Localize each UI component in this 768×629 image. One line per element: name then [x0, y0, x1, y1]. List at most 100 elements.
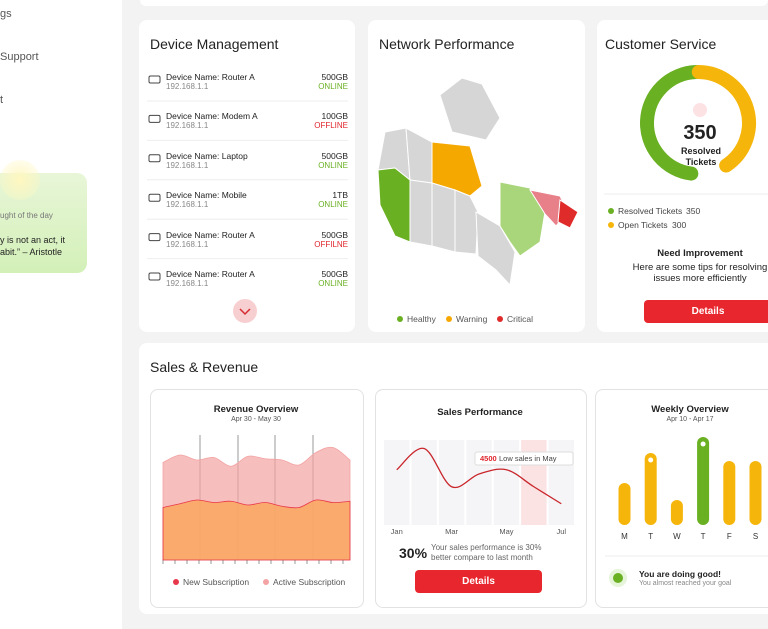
- legend-label: New Subscription: [183, 577, 250, 587]
- region: [405, 127, 433, 184]
- x-tick-label: May: [499, 527, 514, 536]
- bar: [697, 437, 710, 525]
- x-tick-label: T: [648, 532, 654, 541]
- legend-label: Healthy: [407, 314, 436, 324]
- canada-map: [377, 77, 579, 287]
- gauge-value: 350: [683, 122, 717, 144]
- chevron: [239, 308, 251, 316]
- star: [648, 457, 654, 463]
- section-title: Sales & Revenue: [150, 359, 259, 375]
- smiley-face: [613, 573, 623, 583]
- device-storage: 500GB: [321, 72, 348, 82]
- x-tick-label: S: [752, 532, 759, 541]
- ticket-icon: [693, 103, 707, 117]
- note: Your sales performance is 30%: [431, 543, 542, 552]
- top-bar: [140, 0, 768, 6]
- device-icon: [148, 75, 161, 84]
- device-status: ONLINE: [318, 200, 348, 210]
- legend-value: 350: [686, 206, 701, 216]
- device-status: OFFILNE: [314, 239, 348, 249]
- chart-title: Revenue Overview: [213, 404, 299, 415]
- chart-subtitle: Apr 10 - Apr 17: [666, 416, 714, 423]
- region: [431, 182, 456, 253]
- device-storage: 500GB: [321, 150, 348, 161]
- x-tick-label: W: [673, 532, 681, 541]
- device-storage: 500GB: [321, 269, 348, 279]
- annotation-box: [474, 451, 574, 466]
- legend-label: Critical: [507, 314, 533, 324]
- x-tick-label: Mar: [445, 527, 459, 536]
- percent: 30%: [399, 545, 428, 561]
- bulb-glow: [0, 160, 40, 200]
- device-storage: 500GB: [321, 229, 348, 240]
- bar: [618, 483, 631, 525]
- improvement-text: issues more efficiently: [653, 273, 747, 284]
- improvement-text: Here are some tips for resolving: [632, 262, 768, 273]
- device-ip: 192.168.1.1: [166, 160, 209, 170]
- expand-button[interactable]: [233, 299, 257, 323]
- x-tick-label: Jul: [556, 527, 567, 536]
- device-name: Device Name: Laptop: [166, 150, 248, 161]
- sales-line: [396, 447, 562, 505]
- device-ip: 192.168.1.1: [166, 200, 209, 210]
- device-storage: 100GB: [321, 111, 348, 122]
- note: better compare to last month: [431, 553, 533, 562]
- device-name: Device Name: Router A: [166, 72, 255, 82]
- bar: [749, 461, 762, 525]
- card-title: Network Performance: [379, 36, 515, 52]
- region: [439, 77, 501, 141]
- region: [409, 179, 433, 247]
- device-icon: [148, 114, 161, 123]
- legend-dot: [173, 579, 179, 585]
- x-tick-label: M: [621, 532, 628, 541]
- region: [557, 199, 579, 229]
- column-bg: [411, 440, 437, 525]
- device-status: ONLINE: [318, 82, 348, 91]
- device-status: OFFLINE: [314, 121, 348, 131]
- device-ip: 192.168.1.1: [166, 82, 209, 91]
- region: [454, 189, 479, 255]
- device-icon: [148, 233, 161, 242]
- x-tick-label: Jan: [390, 527, 403, 536]
- nav-item: Support: [0, 51, 39, 63]
- improvement-title: Need Improvement: [657, 248, 743, 259]
- legend-dot: [263, 579, 269, 585]
- legend-label: Warning: [456, 314, 488, 324]
- chart-subtitle: Apr 30 - May 30: [231, 416, 281, 423]
- device-name: Device Name: Mobile: [166, 190, 247, 201]
- legend-dot: [446, 316, 452, 322]
- nav-item: gs: [0, 8, 12, 20]
- message: You are doing good!: [639, 569, 721, 579]
- legend-label: Active Subscription: [273, 577, 346, 587]
- chart-title: Sales Performance: [437, 407, 523, 418]
- device-ip: 192.168.1.1: [166, 279, 209, 288]
- device-icon: [148, 272, 161, 281]
- device-icon: [148, 193, 161, 202]
- submessage: You almost reached your goal: [639, 580, 732, 587]
- sidebar: [0, 0, 122, 629]
- device-storage: 1TB: [332, 190, 348, 201]
- device-name: Device Name: Router A: [166, 229, 255, 240]
- x-tick-label: T: [700, 532, 706, 541]
- legend-dot: [397, 316, 403, 322]
- annotation-value: 4500: [480, 454, 497, 463]
- bar: [670, 500, 683, 525]
- device-card: [139, 20, 355, 332]
- device-ip: 192.168.1.1: [166, 239, 209, 249]
- device-icon: [148, 154, 161, 163]
- device-ip: 192.168.1.1: [166, 121, 209, 131]
- details-button[interactable]: Details: [644, 300, 768, 323]
- legend-dot: [608, 208, 614, 214]
- area: [162, 499, 351, 561]
- quote-title: ught of the day: [0, 211, 53, 220]
- legend-dot: [608, 222, 614, 228]
- device-name: Device Name: Modem A: [166, 111, 258, 122]
- quote-line: y is not an act, it: [0, 235, 66, 245]
- legend-dot: [497, 316, 503, 322]
- device-name: Device Name: Router A: [166, 269, 255, 279]
- x-tick-label: F: [726, 532, 732, 541]
- details-button[interactable]: Details: [415, 570, 542, 593]
- bar: [723, 461, 736, 525]
- star: [700, 441, 706, 447]
